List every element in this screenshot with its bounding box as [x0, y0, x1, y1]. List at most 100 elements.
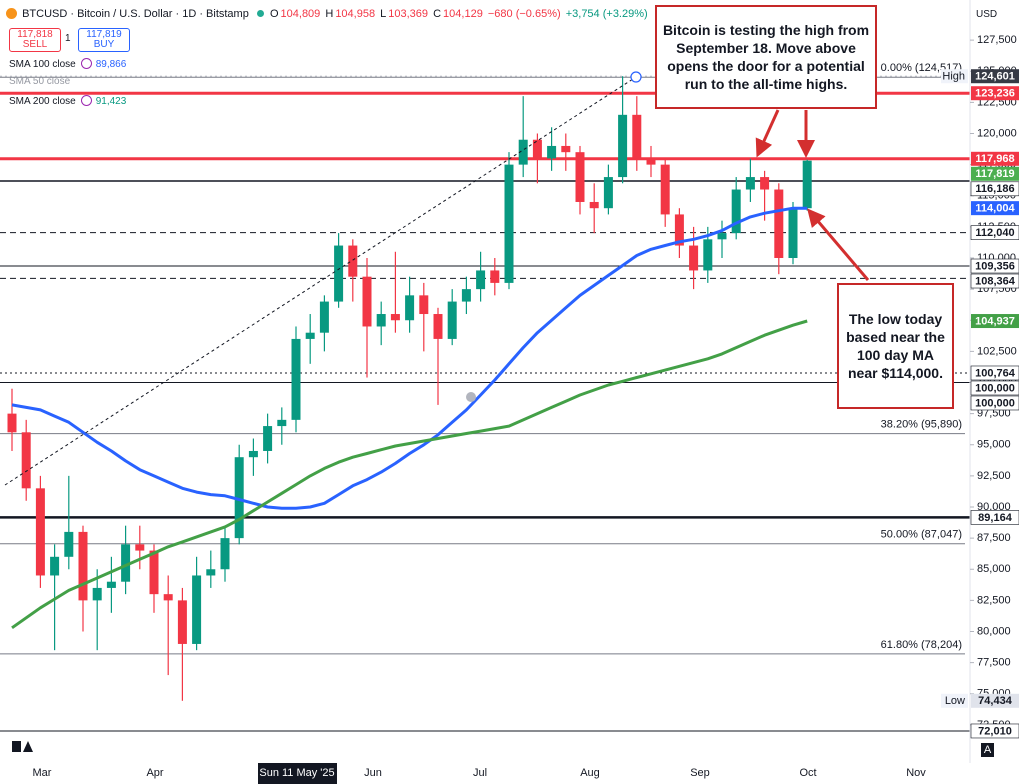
- x-tick-label: Sun 11 May '25: [259, 767, 334, 779]
- candle-body: [35, 488, 45, 576]
- candle-body: [263, 426, 273, 451]
- sma-name: SMA 100 close: [9, 59, 76, 70]
- price-tag: [970, 181, 1019, 197]
- sma-value: 89,866: [95, 59, 127, 70]
- candle-body: [760, 177, 770, 190]
- candle-body: [21, 432, 31, 489]
- price-tag: [971, 201, 1019, 216]
- candle-body: [121, 544, 131, 582]
- fib-label: 50.00% (87,047): [881, 529, 962, 541]
- price-tag-label: 124,601: [975, 71, 1015, 83]
- candle-body: [589, 201, 599, 209]
- candle-body: [177, 600, 187, 644]
- candle-body: [603, 177, 613, 209]
- currency[interactable]: USD: [976, 9, 998, 20]
- x-tick-label: Jul: [473, 767, 487, 779]
- arrow: [755, 109, 780, 158]
- y-tick-label: 92,500: [977, 470, 1011, 482]
- y-tick-label: 97,500: [977, 408, 1011, 420]
- sma-value: 91,423: [95, 96, 127, 107]
- ohlc-key: H: [325, 8, 334, 20]
- status-dot: [256, 10, 264, 17]
- price-tag-label: 116,186: [975, 183, 1014, 195]
- ohlc-value: 104,129: [443, 8, 483, 20]
- price-tag: [971, 166, 1019, 181]
- y-tick-label: 102,500: [977, 345, 1017, 357]
- fib-label: 61.80% (78,204): [881, 639, 962, 651]
- sell-price: 117,818: [17, 29, 53, 40]
- price-tag-label: 74,434: [978, 695, 1013, 707]
- ohlc-value: 103,369: [388, 8, 429, 20]
- price-tag: [971, 69, 1019, 84]
- sma-legend[interactable]: SMA 50 close: [9, 76, 70, 87]
- candle-body: [135, 544, 145, 551]
- annotation-arrows: [755, 109, 870, 281]
- tag-note-bg: [941, 693, 968, 708]
- candle-body: [291, 338, 301, 420]
- candle-body: [163, 594, 173, 601]
- price-tag-label: 108,364: [975, 275, 1016, 287]
- candle-body: [561, 145, 571, 153]
- candle-body: [731, 189, 741, 234]
- y-tick-label: 90,000: [977, 501, 1011, 513]
- trend-anchor: [630, 71, 642, 83]
- x-tick-label: Oct: [799, 767, 816, 779]
- candle-body: [774, 189, 784, 258]
- y-tick-label: 77,500: [977, 657, 1011, 669]
- sma-legend[interactable]: SMA 100 close 89,866: [9, 58, 126, 70]
- arrow: [807, 208, 870, 281]
- price-tag: [971, 86, 1019, 101]
- buy-button[interactable]: 117,819 BUY: [78, 28, 130, 52]
- candle-body: [305, 332, 315, 339]
- crosshair-date-bg: [258, 763, 337, 784]
- symbol-header: BTCUSD · Bitcoin / U.S. Dollar · 1D · Bi…: [6, 8, 650, 20]
- x-tick-label: Sep: [690, 767, 710, 779]
- sell-button[interactable]: 117,818 SELL: [9, 28, 61, 52]
- y-tick-label: 80,000: [977, 625, 1011, 637]
- candle-body: [50, 556, 60, 576]
- candle-body: [220, 538, 230, 570]
- candle-body: [547, 145, 557, 159]
- candle-body: [660, 164, 670, 215]
- candle-body: [234, 457, 244, 539]
- price-tag-label: 72,010: [978, 725, 1012, 737]
- candle-body: [618, 114, 628, 178]
- price-tag-label: 89,164: [978, 512, 1013, 524]
- tv-logo: [12, 741, 33, 752]
- ohlc-value: 104,958: [335, 8, 376, 20]
- price-tag: [970, 395, 1019, 411]
- candle-body: [106, 581, 116, 588]
- ohlc-key: L: [380, 8, 387, 20]
- price-tag-label: 104,937: [975, 315, 1015, 327]
- price-tag: [970, 510, 1019, 525]
- x-tick-label: Mar: [33, 767, 52, 779]
- x-tick-label: Apr: [146, 767, 163, 779]
- change-alt: +3,754 (+3.29%): [565, 8, 648, 20]
- candle-body: [433, 314, 443, 339]
- price-tag-label: 100,000: [975, 397, 1015, 409]
- price-tag: [970, 273, 1019, 289]
- candle-body: [689, 245, 699, 271]
- price-tag: [970, 258, 1019, 274]
- candle-body: [419, 295, 429, 315]
- candle-body: [504, 164, 514, 283]
- candle-body: [7, 413, 17, 433]
- x-tick-label: Nov: [906, 767, 926, 779]
- auto-button[interactable]: A: [981, 743, 994, 757]
- x-tick-label: Jun: [364, 767, 382, 779]
- event-marker[interactable]: [466, 392, 476, 402]
- price-tag: [970, 723, 1019, 739]
- candle-body: [348, 245, 358, 277]
- price-tag: [970, 365, 1019, 381]
- fib-label: 38.20% (95,890): [881, 419, 962, 431]
- price-tag-label: 100,764: [975, 367, 1016, 379]
- coin-icon: [6, 8, 17, 19]
- symbol[interactable]: BTCUSD · Bitcoin / U.S. Dollar · 1D · Bi…: [22, 8, 249, 20]
- price-tag: [970, 225, 1019, 240]
- sma-legend[interactable]: SMA 200 close 91,423: [9, 95, 126, 107]
- candle-body: [461, 289, 471, 302]
- candle-body: [206, 569, 216, 576]
- candle-body: [78, 531, 88, 601]
